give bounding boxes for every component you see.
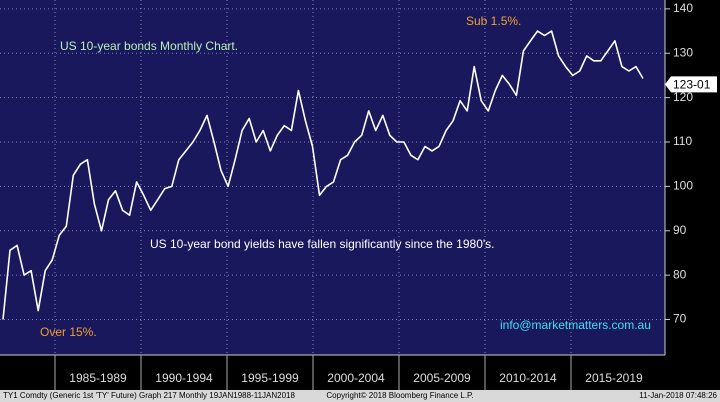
y-tick-label: 120: [673, 90, 693, 104]
x-tick-label: 1995-1999: [241, 371, 299, 385]
footer-text: TY1 Comdty (Generic 1st 'TY' Future) Gra…: [3, 391, 295, 400]
y-tick-label: 70: [673, 312, 687, 326]
y-tick-label: 140: [673, 1, 693, 15]
x-tick-label: 2010-2014: [499, 371, 557, 385]
footer-text: Copyright© 2018 Bloomberg Finance L.P.: [326, 391, 473, 400]
annotation: Over 15%.: [40, 325, 97, 339]
x-tick-label: 2000-2004: [327, 371, 385, 385]
price-line: [2, 30, 644, 320]
annotation: info@marketmatters.com.au: [500, 318, 651, 332]
x-tick-label: 2005-2009: [413, 371, 471, 385]
chart-title: US 10-year bonds Monthly Chart.: [60, 39, 238, 53]
annotation: Sub 1.5%.: [466, 14, 521, 28]
y-tick-label: 130: [673, 45, 693, 59]
x-tick-label: 1985-1989: [69, 371, 127, 385]
y-tick-label: 110: [673, 134, 692, 148]
last-price-tag: [665, 76, 717, 93]
y-tick-label: 90: [673, 223, 687, 237]
x-tick-label: 2015-2019: [585, 371, 643, 385]
footer-text: 11-Jan-2018 07:48:26: [639, 391, 717, 400]
y-tick-label: 100: [673, 179, 693, 193]
x-tick-label: 1990-1994: [155, 371, 213, 385]
annotation: US 10-year bond yields have fallen signi…: [150, 237, 495, 251]
footer-bar: [0, 390, 720, 402]
plot-area: [0, 0, 665, 355]
last-price-label: 123-01: [673, 77, 711, 91]
y-tick-label: 80: [673, 267, 687, 281]
